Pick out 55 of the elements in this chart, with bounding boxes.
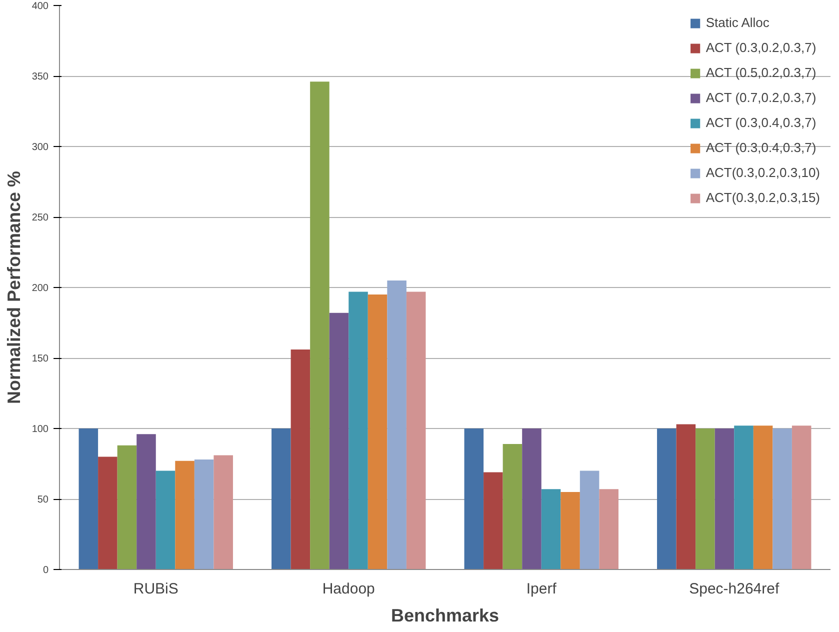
- legend-label: ACT(0.3,0.2,0.3,15): [706, 190, 820, 205]
- legend-label: ACT (0.3,0.2,0.3,7): [706, 40, 816, 55]
- bar: [156, 470, 176, 570]
- bar: [290, 350, 310, 570]
- bar: [175, 460, 194, 570]
- y-tick-label: 50: [37, 494, 49, 506]
- bar: [580, 470, 600, 570]
- y-tick-label: 200: [32, 283, 49, 294]
- bar: [541, 489, 561, 570]
- y-tick-label: 250: [32, 212, 49, 224]
- legend-label: Static Alloc: [706, 15, 770, 30]
- bar: [272, 428, 291, 570]
- bar: [329, 312, 349, 570]
- bar: [368, 294, 388, 570]
- bar: [522, 428, 542, 570]
- y-tick-label: 350: [32, 72, 49, 82]
- x-tick-label: Hadoop: [322, 580, 375, 598]
- bar: [772, 428, 792, 570]
- bar: [753, 426, 773, 570]
- bar: [98, 456, 118, 570]
- x-tick-label: Spec-h264ref: [689, 580, 780, 598]
- bar: [502, 444, 522, 570]
- bar: [117, 445, 137, 570]
- bar: [387, 280, 406, 570]
- bar: [78, 428, 98, 570]
- bar: [792, 426, 812, 570]
- bar: [136, 434, 156, 570]
- bar: [406, 292, 426, 570]
- y-tick-label: 300: [32, 142, 49, 153]
- bar: [464, 428, 484, 570]
- bar: [310, 82, 330, 570]
- bar: [348, 292, 368, 570]
- y-tick-label: 0: [42, 565, 49, 576]
- legend-label: ACT (0.3,0.4,0.3,7): [706, 115, 816, 130]
- y-tick-label: 100: [32, 424, 49, 435]
- legend-label: ACT(0.3,0.2,0.3,10): [706, 165, 820, 180]
- bar: [484, 472, 503, 570]
- bar: [734, 426, 754, 570]
- legend-label: ACT (0.3,0.4,0.3,7): [706, 140, 816, 155]
- x-tick-label: Iperf: [526, 580, 558, 598]
- bar: [714, 428, 734, 570]
- bar: [214, 455, 233, 570]
- y-tick-label: 150: [32, 354, 49, 364]
- y-tick-label: 400: [32, 1, 49, 12]
- x-tick-label: RUBiS: [133, 580, 178, 598]
- bar: [696, 428, 715, 570]
- legend-label: ACT (0.5,0.2,0.3,7): [706, 65, 816, 80]
- legend-label: ACT (0.7,0.2,0.3,7): [706, 90, 816, 105]
- bar: [194, 460, 214, 570]
- bar: [560, 492, 580, 570]
- bar: [599, 489, 618, 570]
- bar: [676, 424, 696, 570]
- y-axis-title: Normalized Performance %: [4, 170, 24, 404]
- x-axis-title: Benchmarks: [390, 606, 500, 626]
- bar: [657, 428, 676, 570]
